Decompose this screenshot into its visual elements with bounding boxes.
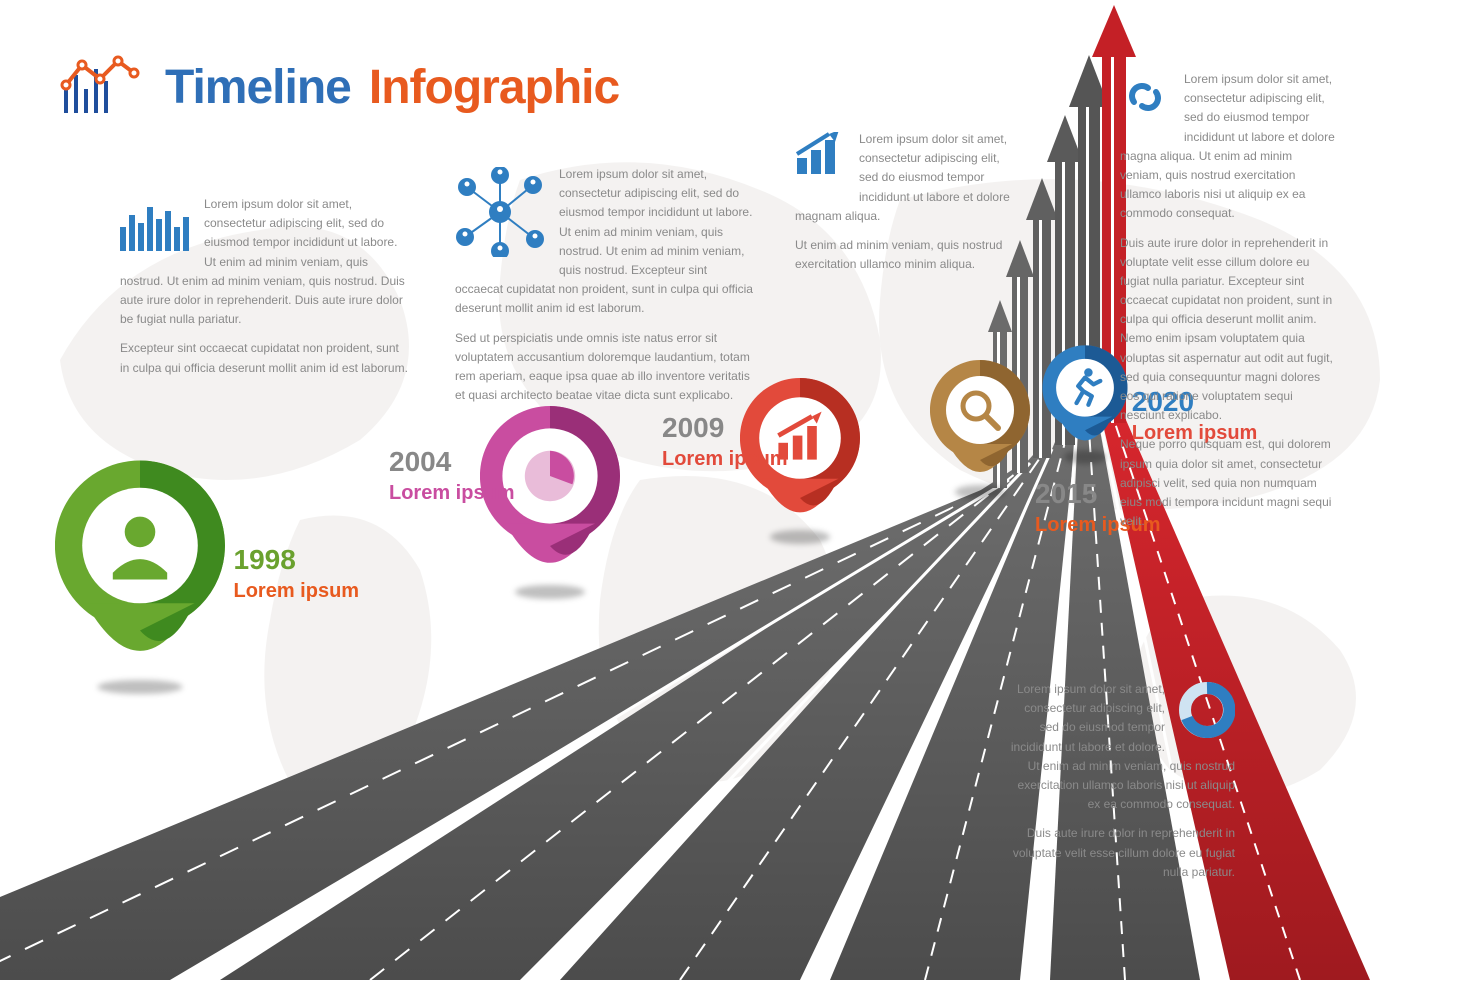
pin-label-2004: 2004 Lorem ipsum: [389, 448, 515, 505]
block-text-2: Ut enim ad minim veniam, quis nostrud ex…: [795, 238, 1002, 271]
text-block-tl: Lorem ipsum dolor sit amet, consectetur …: [120, 195, 410, 378]
pin-label-2009: 2009 Lorem ipsum: [662, 414, 788, 471]
chart-icon: [60, 55, 140, 120]
header: Timeline Infographic: [60, 55, 619, 120]
block-text-2: Sed ut perspiciatis unde omnis iste natu…: [455, 331, 750, 403]
bars-icon: [120, 197, 190, 257]
pin-subtitle: Lorem ipsum: [234, 580, 360, 603]
text-block-br: Lorem ipsum dolor sit amet, consectetur …: [1005, 680, 1235, 882]
block-text-2: Duis aute irure dolor in reprehenderit i…: [1120, 236, 1333, 423]
text-block-tc: Lorem ipsum dolor sit amet, consectetur …: [455, 165, 755, 405]
pin-subtitle: Lorem ipsum: [389, 482, 515, 505]
infographic-stage: Timeline Infographic 1998 Lorem ipsum 20…: [0, 0, 1470, 980]
text-block-tr: Lorem ipsum dolor sit amet, consectetur …: [795, 130, 1015, 274]
pin-year: 2004: [389, 448, 515, 476]
link-icon: [1120, 72, 1170, 128]
network-icon: [455, 167, 545, 263]
pin-subtitle: Lorem ipsum: [662, 448, 788, 471]
pin-year: 1998: [234, 546, 360, 574]
block-text-2: Duis aute irure dolor in reprehenderit i…: [1013, 826, 1235, 878]
title-word-a: Timeline: [165, 60, 351, 115]
pin-year: 2009: [662, 414, 788, 442]
text-block-rr: Lorem ipsum dolor sit amet, consectetur …: [1120, 70, 1335, 531]
pin-label-1998: 1998 Lorem ipsum: [234, 546, 360, 603]
block-text-3: Neque porro quisquam est, qui dolorem ip…: [1120, 437, 1331, 528]
block-text-2: Excepteur sint occaecat cupidatat non pr…: [120, 341, 408, 374]
page-title: Timeline Infographic: [165, 60, 619, 115]
donut-icon: [1179, 682, 1235, 744]
title-word-b: Infographic: [369, 60, 619, 115]
growth2-icon: [795, 132, 845, 182]
